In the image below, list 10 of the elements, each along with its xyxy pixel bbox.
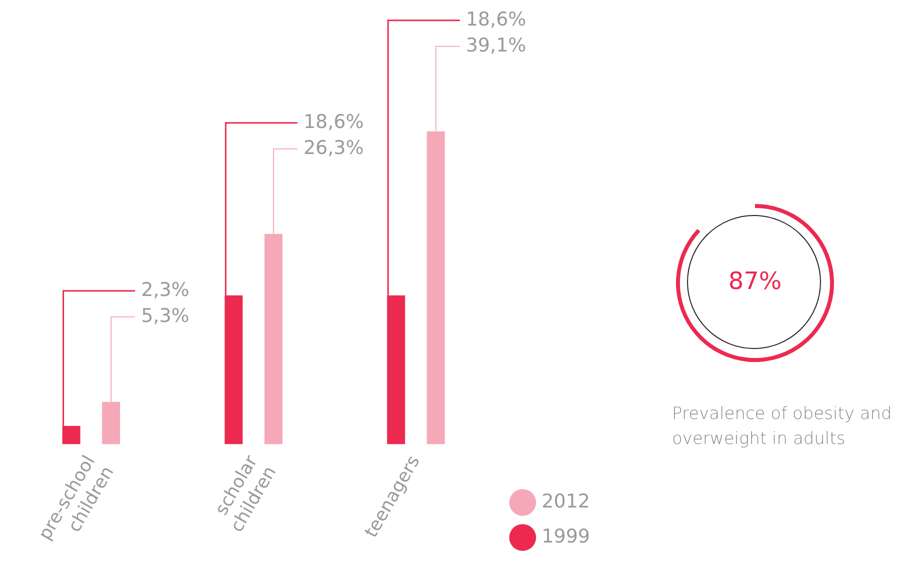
data-label: 26,3% xyxy=(303,136,364,159)
data-label: 39,1% xyxy=(466,34,526,56)
legend-label: 1999 xyxy=(542,525,590,548)
data-label: 87% xyxy=(728,267,782,296)
data-label: 2,3% xyxy=(141,278,190,301)
text: Prevalence of obesity and overweight in adults xyxy=(672,403,893,451)
data-label: 18,6% xyxy=(303,110,364,133)
legend-label: 2012 xyxy=(542,490,590,512)
data-label: 18,6% xyxy=(466,8,526,30)
data-label: 5,3% xyxy=(141,304,190,327)
